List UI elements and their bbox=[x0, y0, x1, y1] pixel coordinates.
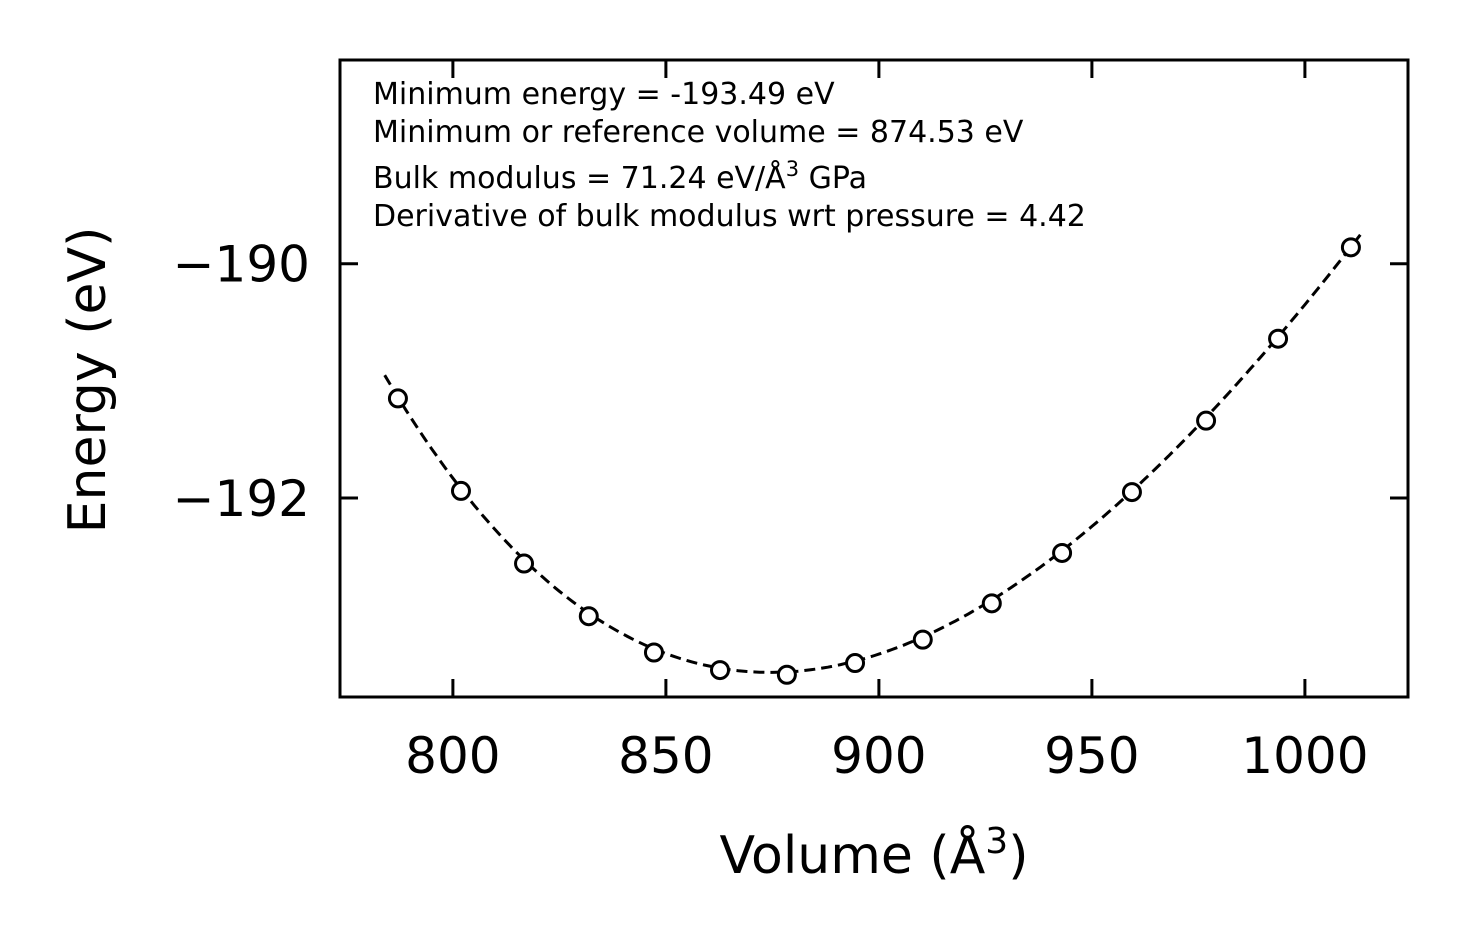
data-point bbox=[1196, 410, 1217, 431]
data-point bbox=[450, 480, 471, 501]
x-tick-label: 950 bbox=[1044, 727, 1139, 785]
data-points-group bbox=[387, 237, 1361, 685]
plot-frame bbox=[338, 58, 1410, 699]
annotation-min-energy: Minimum energy = -193.49 eV bbox=[373, 77, 835, 112]
data-point bbox=[912, 629, 933, 650]
fit-curve bbox=[383, 233, 1362, 674]
annotation-bulk-modulus: Bulk modulus = 71.24 eV/Å3 GPa bbox=[373, 157, 867, 196]
data-point bbox=[387, 388, 408, 409]
data-point bbox=[776, 664, 797, 685]
data-point bbox=[1052, 542, 1073, 563]
y-tick-label: −192 bbox=[173, 470, 310, 528]
annotations: Minimum energy = -193.49 eV Minimum or r… bbox=[373, 77, 1086, 234]
y-axis-label: Energy (eV) bbox=[58, 227, 118, 534]
data-point bbox=[514, 553, 535, 574]
data-point bbox=[981, 593, 1002, 614]
data-point bbox=[845, 653, 866, 674]
data-point bbox=[709, 660, 730, 681]
ticks-group: 800 850 900 950 1000 −190 −192 bbox=[173, 60, 1408, 785]
data-point bbox=[643, 642, 664, 663]
annotation-volume: Minimum or reference volume = 874.53 eV bbox=[373, 115, 1024, 150]
x-axis-label: Volume (Å3) bbox=[720, 821, 1029, 886]
x-tick-label: 1000 bbox=[1241, 727, 1368, 785]
fit-curve-group bbox=[383, 233, 1362, 674]
data-point bbox=[1121, 482, 1142, 503]
y-tick-label: −190 bbox=[173, 236, 310, 294]
x-tick-label: 850 bbox=[618, 727, 713, 785]
data-point bbox=[1268, 328, 1289, 349]
x-tick-label: 800 bbox=[405, 727, 500, 785]
data-point bbox=[578, 606, 599, 627]
data-point bbox=[1340, 237, 1361, 258]
x-tick-label: 900 bbox=[831, 727, 926, 785]
annotation-bprime: Derivative of bulk modulus wrt pressure … bbox=[373, 199, 1086, 234]
